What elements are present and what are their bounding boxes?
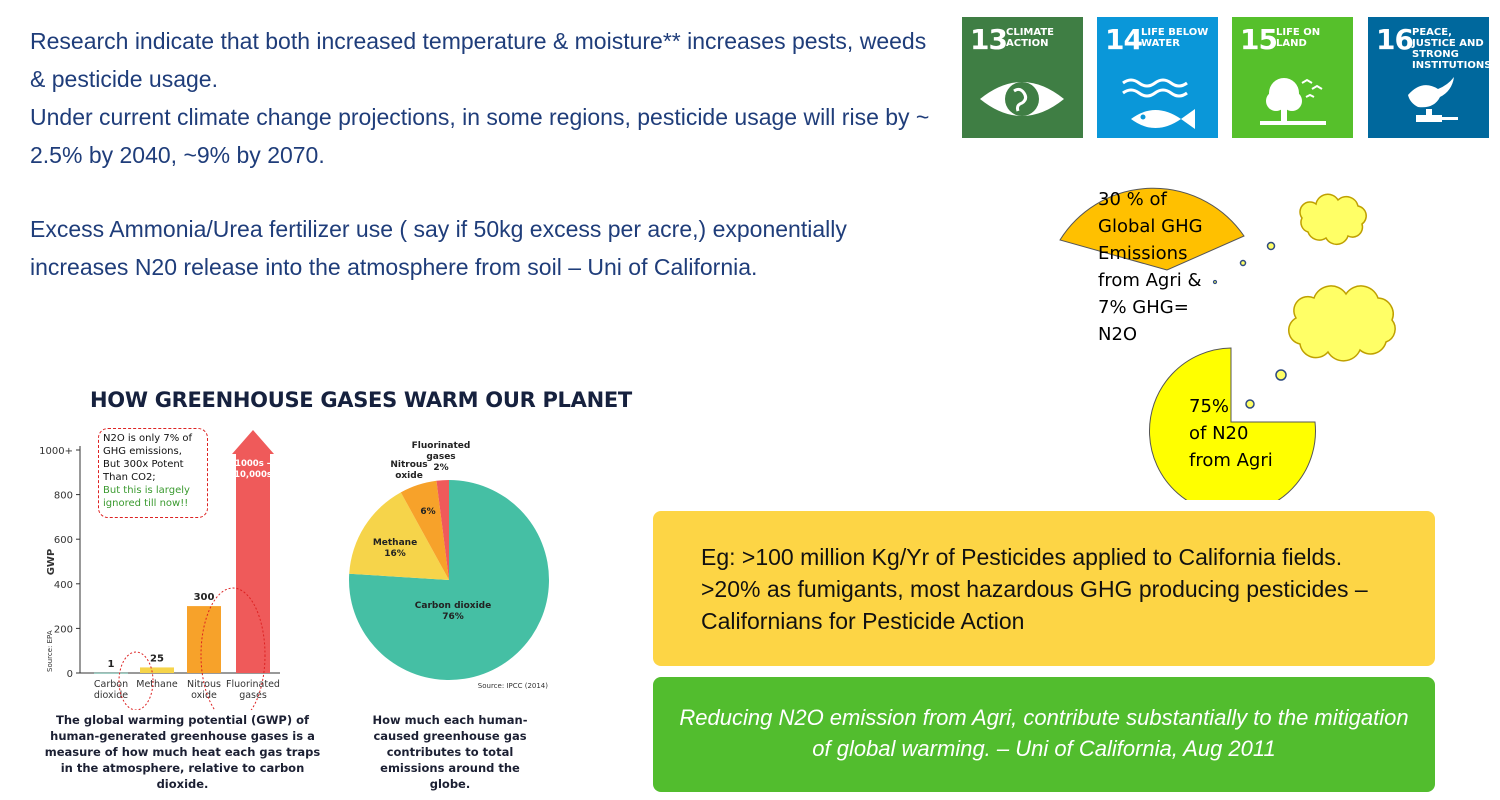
sdg-14-tile: 14 LIFE BELOW WATER xyxy=(1097,17,1218,138)
top-pie-line: from Agri & xyxy=(1098,270,1202,291)
note-line-2: But 300x Potent Than CO2; xyxy=(103,459,184,483)
top-pie-line: Global GHG xyxy=(1098,216,1203,237)
bottom-pie-text: 75% of N20 from Agri xyxy=(1189,393,1273,474)
category-label: Carbon xyxy=(94,679,128,690)
bar-methane xyxy=(140,667,174,673)
top-pie-line: 30 % of xyxy=(1098,189,1167,210)
bubble-dot xyxy=(1239,259,1247,267)
pie-label-carbon-dioxide: Carbon dioxide xyxy=(415,601,491,611)
thought-diagram xyxy=(1059,187,1396,500)
eye-globe-icon xyxy=(980,82,1064,116)
top-pie-line: N2O xyxy=(1098,324,1138,345)
gwp-bar-chart: 0 200 400 600 800 1000+ GWP Source: EPA 1 Carbond… xyxy=(40,430,280,710)
top-pie-text: 30 % of Global GHG Emissions from Agri &… xyxy=(1098,186,1203,348)
y-tick-label: 800 xyxy=(54,491,73,502)
tree-birds-icon xyxy=(1260,78,1326,125)
pie-label-nitrous-oxide: oxide xyxy=(395,471,423,481)
sdg-15-number: 15 xyxy=(1240,23,1278,56)
orange-pie-slice xyxy=(1059,187,1245,271)
bottom-pie-line: of N20 xyxy=(1189,423,1249,444)
pie-label-fluorinated-gases: Fluorinated xyxy=(412,441,471,451)
dove-gavel-icon xyxy=(1408,77,1458,122)
n2o-conclusion-text: Reducing N2O emission from Agri, contrib… xyxy=(679,705,1409,761)
y-tick-label: 400 xyxy=(54,580,73,591)
sdg-13-label: CLIMATE ACTION xyxy=(1006,27,1054,49)
pie-slice-nitrous-oxide xyxy=(400,480,449,580)
category-label: gases xyxy=(239,690,267,701)
top-pie-line: Emissions xyxy=(1098,243,1188,264)
pesticide-fact-text: Eg: >100 million Kg/Yr of Pesticides app… xyxy=(701,544,1368,634)
bottom-pie-line: from Agri xyxy=(1189,450,1273,471)
n2o-conclusion-box: Reducing N2O emission from Agri, contrib… xyxy=(653,677,1435,792)
note-line-3: But this is largely ignored till now!! xyxy=(103,485,190,509)
pie-value-nitrous-oxide: 6% xyxy=(420,507,435,517)
bar-value-label: 1 xyxy=(108,659,115,670)
bar-carbon-dioxide xyxy=(94,672,128,674)
highlight-ellipse xyxy=(200,587,266,710)
pie-label-nitrous-oxide: Nitrous xyxy=(390,460,427,470)
bar-value-label: 300 xyxy=(194,592,215,603)
y-tick-label: 600 xyxy=(54,535,73,546)
bubble-dot xyxy=(1266,241,1276,251)
sdg-13-tile: 13 CLIMATE ACTION xyxy=(962,17,1083,138)
bottom-pie-line: 75% xyxy=(1189,396,1230,417)
infographic-title: HOW GREENHOUSE GASES WARM OUR PLANET xyxy=(90,388,632,412)
bar-value-label: 10,000s xyxy=(234,470,272,480)
pie-label-fluorinated-gases: gases xyxy=(426,452,455,462)
pie-chart-caption: How much each human-caused greenhouse ga… xyxy=(372,713,528,791)
yellow-pie-slice xyxy=(1148,347,1316,500)
category-label: Nitrous xyxy=(187,679,221,690)
sdg-14-label: LIFE BELOW WATER xyxy=(1141,27,1209,49)
category-label: dioxide xyxy=(94,690,128,701)
sdg-13-number: 13 xyxy=(970,23,1008,56)
note-line-1: N2O is only 7% of GHG emissions, xyxy=(103,433,193,457)
pie-slice-methane xyxy=(349,492,449,580)
y-tick-label: 1000+ xyxy=(40,446,73,457)
pesticide-fact-box: Eg: >100 million Kg/Yr of Pesticides app… xyxy=(653,511,1435,666)
pie-slice-fluorinated-gases xyxy=(436,480,449,580)
bar-nitrous-oxide xyxy=(187,606,221,673)
n2o-note: N2O is only 7% of GHG emissions, But 300… xyxy=(98,428,208,518)
category-label: Methane xyxy=(136,679,178,690)
category-label: Fluorinated xyxy=(226,679,280,690)
pie-label-carbon-dioxide: 76% xyxy=(442,612,464,622)
large-cloud-icon xyxy=(1288,285,1396,362)
sdg-16-label: PEACE, JUSTICE AND STRONG INSTITUTIONS xyxy=(1412,27,1492,71)
source-label: Source: EPA xyxy=(46,630,54,672)
bar-value-label: 25 xyxy=(150,653,164,664)
category-label: oxide xyxy=(191,690,217,701)
fish-water-icon xyxy=(1122,78,1195,129)
intro-text: Research indicate that both increased te… xyxy=(30,22,930,286)
pie-label-fluorinated-gases: 2% xyxy=(433,463,448,473)
top-pie-line: 7% GHG= xyxy=(1098,297,1189,318)
bubble-dot xyxy=(1245,399,1255,409)
bubble-dot xyxy=(1212,279,1218,285)
y-tick-label: 200 xyxy=(54,624,73,635)
sdg-15-label: LIFE ON LAND xyxy=(1276,27,1321,49)
intro-paragraph-3: Excess Ammonia/Urea fertilizer use ( say… xyxy=(30,216,847,280)
source-label: Source: IPCC (2014) xyxy=(478,682,548,690)
bar-value-label: 1000s – xyxy=(235,459,271,469)
highlight-ellipse xyxy=(118,651,154,710)
y-tick-label: 0 xyxy=(67,669,73,680)
pie-label-methane: 16% xyxy=(384,549,406,559)
sdg-16-tile: 16 PEACE, JUSTICE AND STRONG INSTITUTION… xyxy=(1368,17,1492,138)
small-cloud-icon xyxy=(1299,193,1367,246)
sdg-14-number: 14 xyxy=(1105,23,1143,56)
sdg-16-number: 16 xyxy=(1376,23,1414,56)
bar-fluorinated-gases xyxy=(232,430,274,673)
sdg-15-tile: 15 LIFE ON LAND xyxy=(1232,17,1353,138)
pie-label-methane: Methane xyxy=(373,538,417,548)
intro-paragraph-1: Research indicate that both increased te… xyxy=(30,28,927,92)
bubble-dot xyxy=(1275,369,1287,381)
intro-paragraph-2: Under current climate change projections… xyxy=(30,104,930,168)
y-axis-label: GWP xyxy=(46,549,57,576)
bar-chart-caption: The global warming potential (GWP) of hu… xyxy=(44,713,321,791)
